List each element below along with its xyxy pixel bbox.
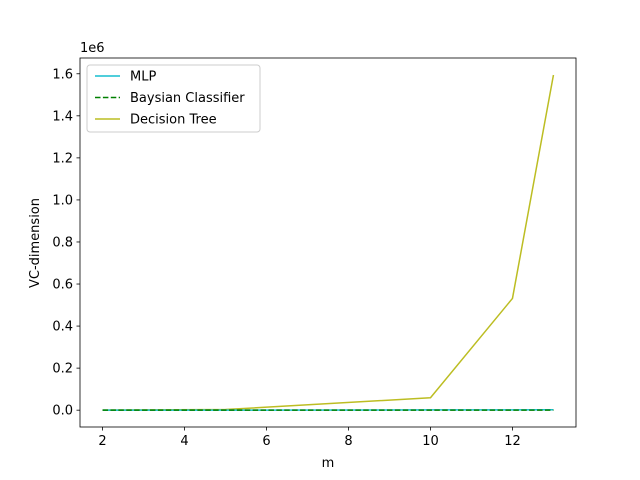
y-multiplier-label: 1e6 bbox=[80, 41, 105, 56]
y-tick-label: 1.4 bbox=[52, 109, 73, 124]
x-tick-label: 4 bbox=[180, 434, 188, 449]
legend: MLP Baysian Classifier Decision Tree bbox=[86, 64, 261, 133]
x-tick-label: 10 bbox=[422, 434, 439, 449]
x-axis-label: m bbox=[322, 456, 335, 471]
legend-label-baysian-classifier: Baysian Classifier bbox=[130, 91, 245, 106]
y-tick-label: 1.0 bbox=[52, 193, 73, 208]
y-axis-label: VC-dimension bbox=[28, 198, 43, 288]
x-tick-label: 8 bbox=[344, 434, 352, 449]
x-tick-label: 12 bbox=[504, 434, 521, 449]
series-group bbox=[102, 74, 555, 411]
x-tick-label: 6 bbox=[262, 434, 270, 449]
y-tick-label: 0.0 bbox=[52, 404, 73, 419]
y-tick-label: 1.6 bbox=[52, 67, 73, 82]
y-tick-label: 1.2 bbox=[52, 151, 73, 166]
y-tick-label: 0.2 bbox=[52, 362, 73, 377]
y-tick-label: 0.6 bbox=[52, 278, 73, 293]
plot-area: 2 4 6 8 10 12 0.0 0.2 0.4 0.6 0.8 1.0 1.2 1.4 1.6 bbox=[52, 57, 577, 449]
legend-label-decision-tree: Decision Tree bbox=[130, 113, 217, 128]
legend-frame bbox=[86, 64, 261, 133]
x-tick-label: 2 bbox=[98, 434, 106, 449]
axes-frame bbox=[79, 57, 577, 428]
y-tick-label: 0.8 bbox=[52, 235, 73, 250]
legend-label-mlp: MLP bbox=[130, 70, 156, 85]
y-tick-label: 0.4 bbox=[52, 320, 73, 335]
